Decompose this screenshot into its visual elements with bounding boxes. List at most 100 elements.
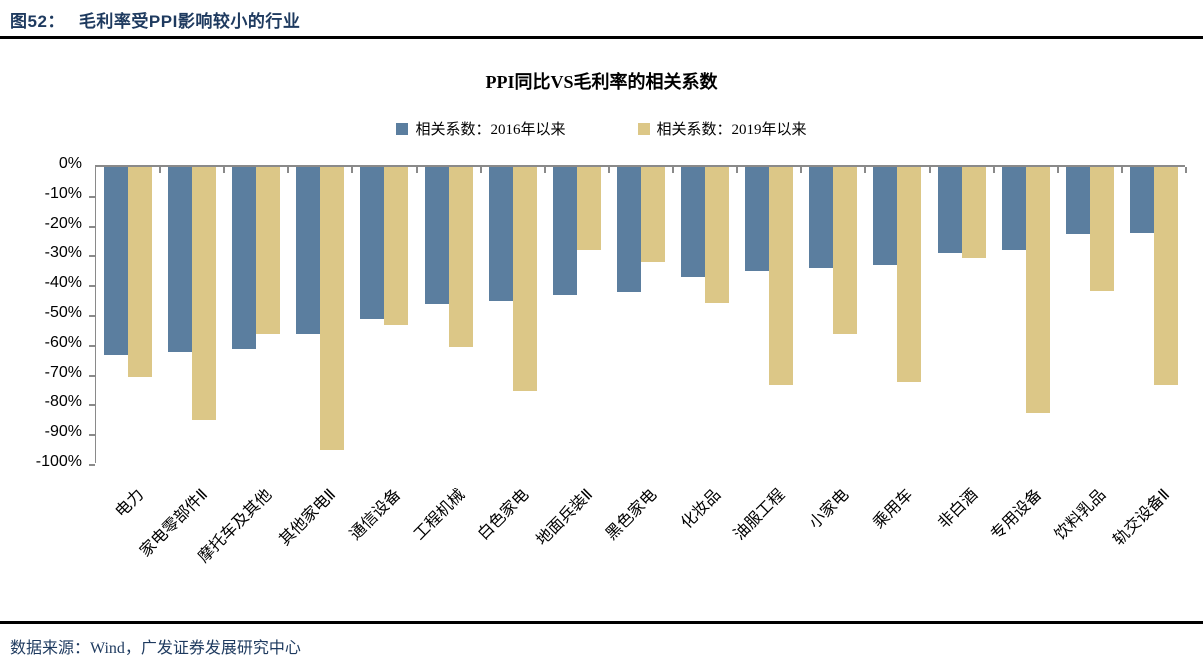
bar-group-7 bbox=[481, 167, 545, 463]
x-axis-tick bbox=[351, 167, 354, 173]
legend-swatch-2019 bbox=[637, 122, 650, 135]
bar-2019-11 bbox=[769, 167, 794, 385]
bar-2019-3 bbox=[256, 167, 281, 334]
bar-group-8 bbox=[545, 167, 609, 463]
x-category-label: 工程机械 bbox=[410, 486, 468, 544]
bar-group-2 bbox=[160, 167, 224, 463]
bar-group-12 bbox=[801, 167, 865, 463]
bar-2016-16 bbox=[1065, 167, 1090, 235]
x-axis-labels: 电力 家电零部件Ⅱ 摩托车及其他 其他家电Ⅱ 通信设备 工程机械 白色家电 地面兵装Ⅱ 黑色家电… bbox=[95, 470, 1195, 620]
x-axis-tick bbox=[672, 167, 675, 173]
x-category-label: 轨交设备Ⅱ bbox=[1110, 486, 1174, 550]
y-tick-label: -40% bbox=[44, 274, 82, 292]
x-axis-tick bbox=[992, 167, 995, 173]
bar-2016-7 bbox=[488, 167, 513, 302]
bar-2016-12 bbox=[809, 167, 834, 269]
bar-2019-13 bbox=[897, 167, 922, 382]
y-axis-tick bbox=[89, 195, 95, 198]
y-tick-label: -60% bbox=[44, 333, 82, 351]
bar-2019-4 bbox=[320, 167, 345, 451]
y-axis-tick bbox=[89, 225, 95, 228]
legend-label-2019: 相关系数：2019年以来 bbox=[656, 122, 807, 138]
footer-divider bbox=[0, 621, 1203, 624]
bar-2016-1 bbox=[104, 167, 128, 355]
bar-group-15 bbox=[994, 167, 1058, 463]
bar-group-13 bbox=[865, 167, 929, 463]
x-axis-tick bbox=[864, 167, 867, 173]
header-divider bbox=[0, 36, 1203, 39]
y-axis-tick bbox=[89, 344, 95, 347]
bar-2016-17 bbox=[1129, 167, 1154, 233]
chart-title: PPI同比VS毛利率的相关系数 bbox=[485, 72, 718, 92]
x-category-label: 其他家电Ⅱ bbox=[276, 486, 340, 550]
y-axis-tick bbox=[89, 434, 95, 437]
x-axis-tick bbox=[415, 167, 418, 173]
x-category-label: 饮料乳品 bbox=[1051, 486, 1110, 544]
x-category-label: 白色家电 bbox=[474, 486, 533, 544]
x-category-label: 油服工程 bbox=[731, 486, 789, 544]
bar-group-3 bbox=[224, 167, 288, 463]
plot-area bbox=[89, 165, 1187, 466]
bar-2016-6 bbox=[424, 167, 449, 305]
y-tick-label: -70% bbox=[44, 363, 82, 381]
x-axis-tick bbox=[1120, 167, 1123, 173]
x-axis-tick bbox=[159, 167, 162, 173]
x-axis-tick bbox=[736, 167, 739, 173]
bar-group-10 bbox=[673, 167, 737, 463]
y-tick-label: 0% bbox=[58, 155, 82, 172]
bar-2019-6 bbox=[448, 167, 473, 348]
x-category-label: 电力 bbox=[112, 486, 148, 521]
bar-group-16 bbox=[1058, 167, 1122, 463]
bar-group-1 bbox=[96, 167, 160, 463]
x-axis-tick bbox=[479, 167, 482, 173]
bar-2016-13 bbox=[873, 167, 898, 266]
bar-group-4 bbox=[288, 167, 352, 463]
bar-2019-7 bbox=[512, 167, 537, 391]
x-axis-tick bbox=[800, 167, 803, 173]
y-axis-tick bbox=[89, 464, 95, 466]
legend-swatch-2016 bbox=[396, 122, 409, 135]
legend-label-2016: 相关系数：2016年以来 bbox=[415, 122, 566, 138]
x-axis-tick bbox=[223, 167, 226, 173]
x-category-label: 通信设备 bbox=[346, 486, 404, 544]
y-axis-tick bbox=[89, 374, 95, 377]
x-category-label: 小家电 bbox=[806, 486, 853, 533]
bar-2019-2 bbox=[192, 167, 217, 421]
bar-2019-5 bbox=[384, 167, 409, 325]
x-category-label: 化妆品 bbox=[678, 486, 725, 533]
y-axis-tick bbox=[89, 285, 95, 288]
bar-2019-15 bbox=[1025, 167, 1050, 413]
bar-2019-9 bbox=[640, 167, 665, 263]
bar-group-11 bbox=[737, 167, 801, 463]
x-axis-tick bbox=[928, 167, 931, 173]
bar-2019-10 bbox=[705, 167, 730, 303]
bar-2019-1 bbox=[128, 167, 152, 378]
x-axis-tick bbox=[1056, 167, 1059, 173]
y-tick-label: -30% bbox=[44, 244, 82, 262]
x-category-label: 黑色家电 bbox=[602, 486, 661, 544]
bar-2019-16 bbox=[1089, 167, 1114, 291]
y-tick-label: -80% bbox=[44, 393, 82, 411]
bar-group-6 bbox=[417, 167, 481, 463]
bar-2019-8 bbox=[576, 167, 601, 251]
bar-group-14 bbox=[930, 167, 994, 463]
bar-group-17 bbox=[1122, 167, 1186, 463]
bar-2019-12 bbox=[833, 167, 858, 334]
figure-number: 图52： bbox=[10, 12, 65, 31]
bar-2019-17 bbox=[1153, 167, 1178, 385]
x-axis-tick bbox=[543, 167, 546, 173]
y-tick-label: -100% bbox=[35, 453, 82, 470]
figure-title: 毛利率受PPI影响较小的行业 bbox=[78, 12, 301, 31]
legend-item-2016: 相关系数：2016年以来 bbox=[396, 118, 566, 139]
bar-2016-9 bbox=[616, 167, 641, 293]
bar-2016-3 bbox=[232, 167, 257, 349]
bar-group-5 bbox=[352, 167, 416, 463]
y-axis-tick bbox=[89, 404, 95, 407]
y-axis-tick bbox=[89, 315, 95, 317]
y-axis-labels: 0% -10% -20% -30% -40% -50% -60% -70% -80% -90% -1… bbox=[0, 155, 88, 470]
y-tick-label: -10% bbox=[44, 184, 82, 202]
bar-2016-11 bbox=[745, 167, 770, 272]
x-axis-tick bbox=[287, 167, 290, 173]
bar-2016-10 bbox=[681, 167, 706, 278]
